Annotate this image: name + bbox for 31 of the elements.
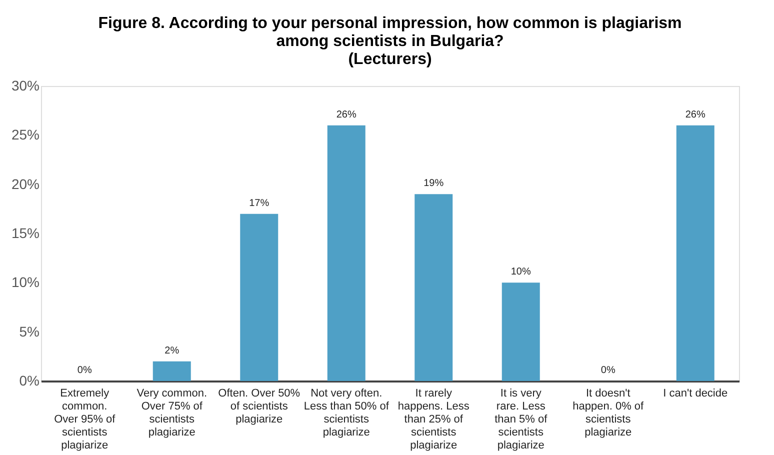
data-label: 26%: [685, 109, 706, 120]
data-label: 0%: [77, 365, 92, 376]
x-tick-label: It rarely happens. Less than 25% of scientists plagiarize: [398, 388, 470, 452]
y-tick-label: 15%: [11, 225, 40, 241]
chart-subtitle: (Lecturers): [348, 51, 432, 68]
x-tick-label: Extremely common. Over 95% of scientists plagiarize: [54, 388, 116, 452]
x-tick-label: It is very rare. Less than 5% of scientists plagiarize: [494, 388, 548, 452]
bar: [502, 282, 540, 381]
data-label: 10%: [510, 266, 531, 278]
x-tick-label: I can't decide: [663, 388, 728, 400]
y-tick-label: 30%: [11, 78, 40, 94]
x-tick-label: Very common. Over 75% of scientists plagiarize: [136, 388, 208, 438]
chart-title: Figure 8. According to your personal impression, how common is plagiarism among scientists in Bulgaria?: [98, 15, 682, 50]
y-tick-label: 0%: [19, 372, 40, 388]
y-tick-label: 25%: [11, 126, 40, 143]
bar: [676, 125, 714, 381]
bar: [414, 194, 453, 381]
data-label: 17%: [249, 198, 270, 209]
data-label: 0%: [600, 365, 616, 376]
data-label: 19%: [424, 178, 444, 190]
data-label: 26%: [336, 109, 356, 120]
bar: [327, 125, 366, 381]
bar: [240, 214, 278, 381]
y-tick-label: 10%: [11, 274, 40, 290]
data-label: 2%: [164, 345, 180, 356]
x-tick-label: It doesn't happen. 0% of scientists plagiarize: [572, 388, 645, 438]
bar: [152, 361, 191, 381]
y-tick-label: 20%: [11, 176, 40, 192]
x-tick-label: Not very often. Less than 50% of scientists plagiarize: [304, 388, 390, 438]
x-tick-label: Often. Over 50% of scientists plagiarize: [218, 388, 300, 426]
y-tick-label: 5%: [19, 323, 40, 340]
